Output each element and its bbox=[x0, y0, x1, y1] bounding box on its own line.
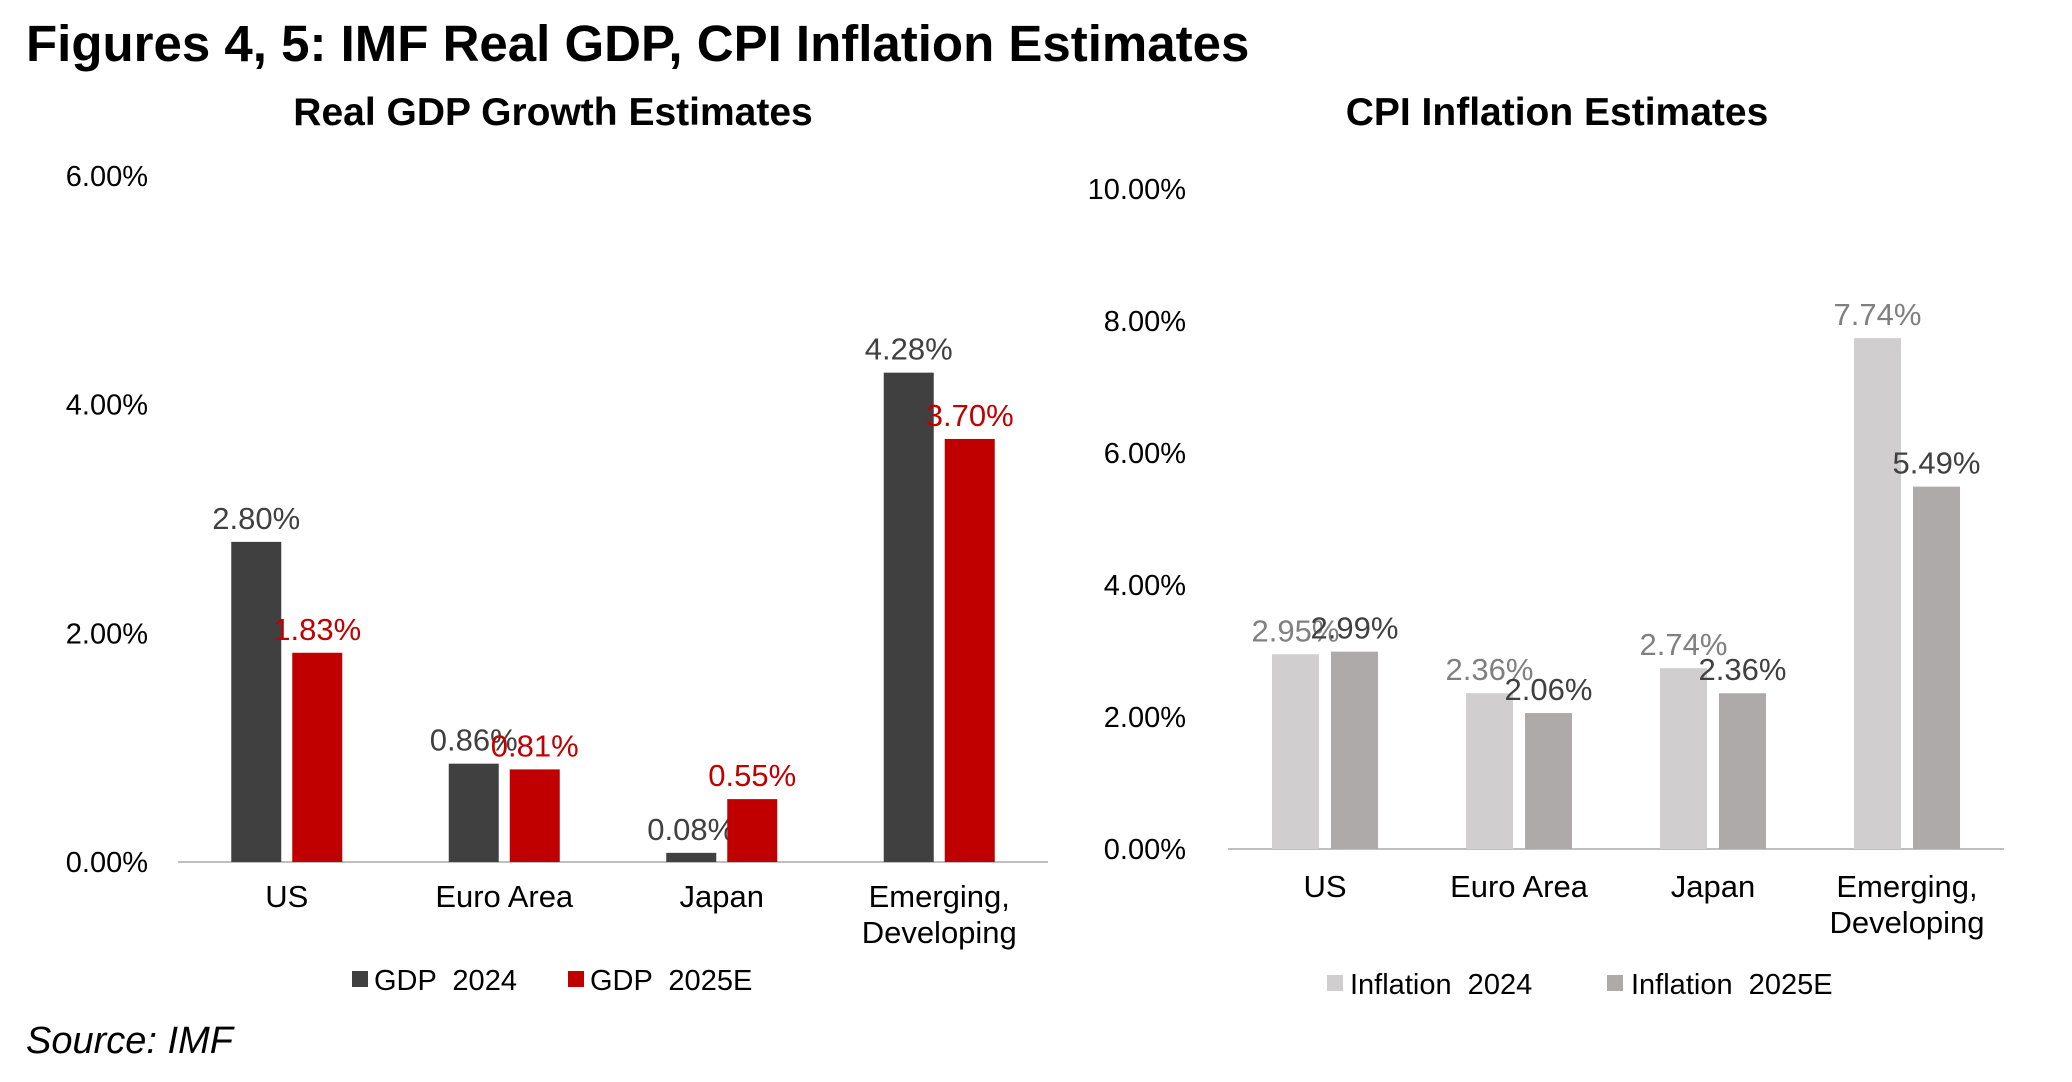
cpi-y-tick-label: 8.00% bbox=[1104, 306, 1186, 338]
cpi-bar-series1 bbox=[1660, 668, 1707, 849]
gdp-category-label: US bbox=[265, 879, 308, 914]
cpi-y-tick-label: 6.00% bbox=[1104, 438, 1186, 470]
cpi-data-label: 2.36% bbox=[1446, 652, 1534, 687]
cpi-data-label: 2.99% bbox=[1311, 611, 1399, 646]
gdp-bar-series2 bbox=[727, 799, 778, 862]
cpi-bar-series2 bbox=[1913, 486, 1960, 849]
gdp-category-label: Emerging, bbox=[869, 879, 1010, 914]
gdp-data-label: 3.70% bbox=[926, 398, 1014, 433]
gdp-bar-series1 bbox=[448, 763, 499, 862]
gdp-category-label: Developing bbox=[862, 915, 1017, 950]
gdp-data-label: 0.81% bbox=[491, 728, 579, 763]
cpi-y-tick-label: 0.00% bbox=[1104, 834, 1186, 866]
cpi-data-label: 2.36% bbox=[1699, 652, 1787, 687]
gdp-y-tick-label: 4.00% bbox=[66, 390, 148, 422]
cpi-data-label: 7.74% bbox=[1834, 297, 1922, 332]
gdp-category-label: Japan bbox=[680, 879, 764, 914]
source-note: Source: IMF bbox=[26, 1020, 233, 1062]
cpi-chart-title: CPI Inflation Estimates bbox=[1346, 91, 1769, 134]
gdp-category-label: Euro Area bbox=[435, 879, 574, 914]
gdp-bar-series1 bbox=[883, 372, 934, 862]
cpi-category-label: Emerging, bbox=[1836, 869, 1977, 904]
gdp-data-label: 0.86% bbox=[430, 723, 518, 758]
cpi-bar-series1 bbox=[1466, 693, 1513, 849]
cpi-y-tick-label: 10.00% bbox=[1088, 174, 1186, 206]
cpi-data-label: 2.74% bbox=[1640, 627, 1728, 662]
gdp-legend-swatch bbox=[568, 971, 584, 987]
gdp-legend-label: GDP 2024 bbox=[374, 965, 517, 997]
cpi-category-label: Developing bbox=[1829, 905, 1984, 940]
gdp-bar-series1 bbox=[666, 852, 717, 862]
gdp-data-label: 1.83% bbox=[273, 612, 361, 647]
cpi-category-label: US bbox=[1303, 869, 1346, 904]
cpi-bar-series2 bbox=[1331, 651, 1378, 849]
cpi-bar-series2 bbox=[1525, 713, 1572, 849]
cpi-bar-series2 bbox=[1719, 693, 1766, 849]
gdp-y-tick-label: 0.00% bbox=[66, 847, 148, 879]
gdp-bar-series1 bbox=[231, 541, 282, 862]
gdp-bar-series2 bbox=[509, 769, 560, 862]
cpi-category-label: Japan bbox=[1671, 869, 1755, 904]
cpi-y-tick-label: 4.00% bbox=[1104, 570, 1186, 602]
page-title: Figures 4, 5: IMF Real GDP, CPI Inflatio… bbox=[26, 15, 1250, 72]
gdp-legend-label: GDP 2025E bbox=[590, 965, 752, 997]
cpi-data-label: 5.49% bbox=[1893, 446, 1981, 481]
cpi-legend-label: Inflation 2025E bbox=[1631, 969, 1833, 1001]
gdp-data-label: 4.28% bbox=[865, 332, 953, 367]
cpi-legend-label: Inflation 2024 bbox=[1350, 969, 1532, 1001]
gdp-data-label: 0.08% bbox=[647, 812, 735, 847]
cpi-legend-swatch bbox=[1327, 975, 1343, 991]
cpi-bar-series1 bbox=[1854, 338, 1901, 849]
cpi-data-label: 2.06% bbox=[1505, 672, 1593, 707]
cpi-bar-series1 bbox=[1272, 654, 1319, 849]
gdp-bar-series2 bbox=[944, 438, 995, 862]
cpi-data-label: 2.95% bbox=[1252, 613, 1340, 648]
cpi-legend-swatch bbox=[1607, 975, 1623, 991]
gdp-data-label: 2.80% bbox=[212, 501, 300, 536]
gdp-bar-series2 bbox=[292, 652, 343, 862]
cpi-y-tick-label: 2.00% bbox=[1104, 702, 1186, 734]
gdp-legend-swatch bbox=[352, 971, 368, 987]
gdp-y-tick-label: 2.00% bbox=[66, 618, 148, 650]
cpi-category-label: Euro Area bbox=[1450, 869, 1589, 904]
gdp-y-tick-label: 6.00% bbox=[66, 161, 148, 193]
gdp-chart-title: Real GDP Growth Estimates bbox=[293, 91, 812, 134]
gdp-data-label: 0.55% bbox=[708, 758, 796, 793]
